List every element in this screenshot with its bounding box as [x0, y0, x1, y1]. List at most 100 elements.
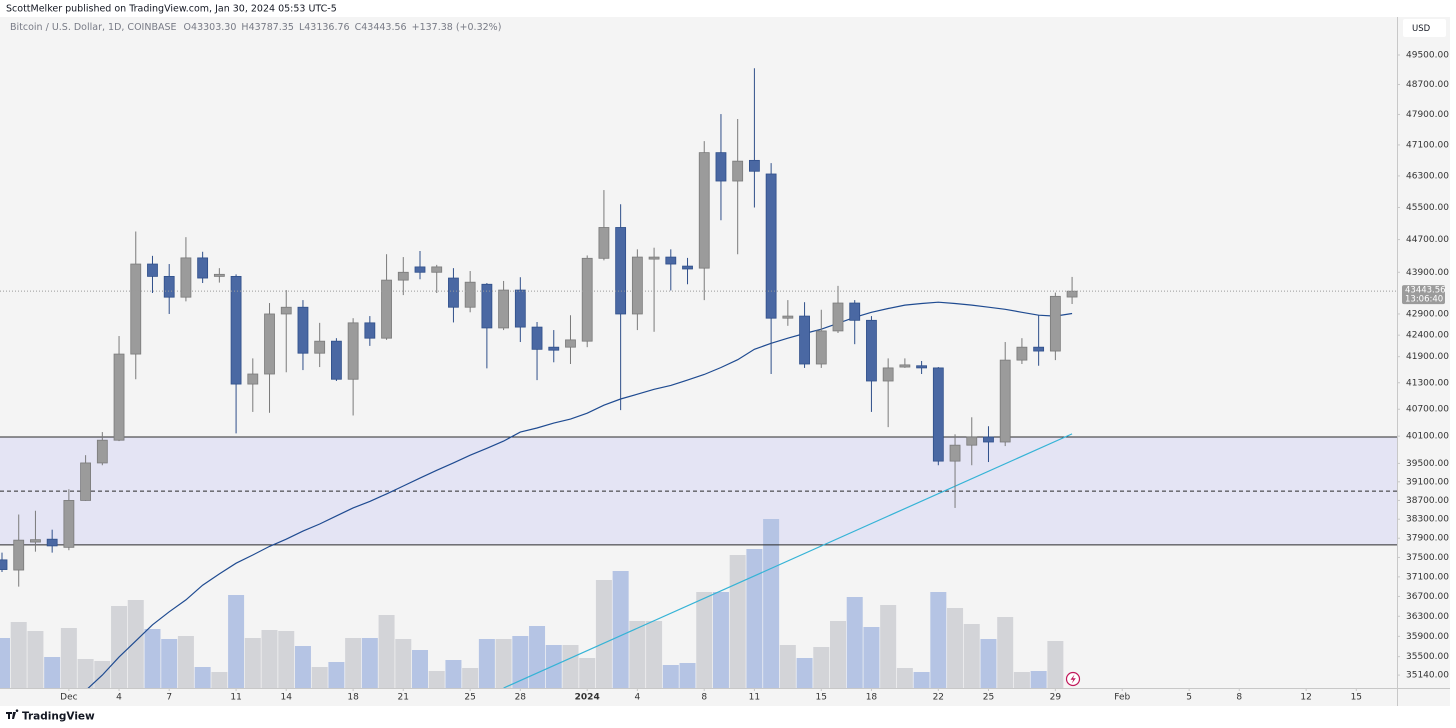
volume-bar	[545, 645, 562, 688]
y-tick-label: 47900.00	[1406, 110, 1449, 120]
legend: Bitcoin / U.S. Dollar, 1D, COINBASE O433…	[10, 22, 501, 33]
candle-body	[983, 436, 994, 443]
candle-body	[581, 257, 593, 342]
volume-bar	[60, 628, 77, 688]
volume-bar	[462, 668, 479, 688]
y-tick-label: 35900.00	[1406, 632, 1449, 642]
candle-body	[531, 326, 543, 350]
y-tick-label: 42900.00	[1406, 309, 1449, 319]
volume-bar	[562, 645, 579, 688]
legend-value: 43443.56	[361, 22, 406, 33]
last-price-box	[1402, 285, 1445, 305]
support-zone	[0, 437, 1397, 545]
y-tick-label: 41300.00	[1406, 378, 1449, 388]
volume-bar	[662, 665, 679, 688]
volume-bar	[144, 629, 161, 688]
legend-key: O	[184, 22, 191, 33]
candle-body	[514, 289, 526, 328]
y-tick-label: 40700.00	[1406, 405, 1449, 415]
y-tick-label: 35500.00	[1406, 652, 1449, 662]
candle-body	[548, 346, 560, 351]
volume-bar	[512, 636, 529, 688]
candle-body	[866, 319, 877, 382]
candle-body	[1016, 346, 1028, 361]
volume-bar	[696, 592, 713, 688]
volume-bar	[913, 672, 930, 688]
candle-body	[765, 173, 777, 319]
volume-bar	[111, 606, 128, 688]
x-tick-label: 4	[116, 693, 122, 703]
y-tick-label: 35140.00	[1406, 671, 1449, 681]
x-tick-label: 8	[1236, 693, 1242, 703]
x-tick-label: 4	[634, 693, 640, 703]
legend-value: 43787.35	[249, 22, 294, 33]
y-tick-label: 37900.00	[1406, 534, 1449, 544]
volume-bar	[194, 667, 211, 688]
volume-bar	[261, 630, 278, 688]
y-tick-label: 39500.00	[1406, 459, 1449, 469]
candle-body	[163, 275, 175, 298]
x-tick-label: 25	[464, 693, 475, 703]
y-tick-label: 40100.00	[1406, 432, 1449, 442]
candle-body	[682, 265, 693, 270]
volume-bar	[880, 605, 897, 688]
volume-bar	[612, 571, 629, 688]
x-tick-label: 18	[347, 693, 359, 703]
candle-body	[598, 227, 610, 259]
currency-label[interactable]: USD	[1412, 24, 1431, 34]
volume-bar	[1030, 671, 1047, 688]
volume-bar	[763, 519, 780, 688]
candle-body	[414, 266, 426, 273]
x-tick-label: 18	[866, 693, 878, 703]
candle-body	[665, 256, 677, 265]
candle-body	[999, 359, 1011, 443]
volume-bar	[746, 549, 763, 688]
volume-bar	[278, 631, 295, 688]
candle-body	[213, 273, 225, 277]
candle-body	[481, 283, 493, 329]
volume-bar	[127, 600, 144, 688]
x-tick-label: 11	[230, 693, 241, 703]
candle-body	[264, 313, 275, 375]
volume-bar	[495, 639, 512, 688]
y-tick-label: 44700.00	[1406, 235, 1449, 245]
y-tick-label: 36300.00	[1406, 612, 1449, 622]
volume-bar	[813, 647, 830, 688]
x-tick-label: 5	[1186, 693, 1192, 703]
y-tick-label: 42400.00	[1406, 331, 1449, 341]
currency-box[interactable]	[1403, 19, 1446, 37]
volume-bar	[796, 658, 813, 688]
last-price-label: 43443.56	[1405, 286, 1446, 296]
volume-bar	[1047, 641, 1064, 688]
volume-bar	[830, 621, 846, 688]
volume-bar	[846, 597, 863, 688]
candle-body	[732, 160, 744, 182]
trendline	[503, 433, 1073, 688]
x-tick-label: 29	[1050, 693, 1062, 703]
candle-body	[280, 306, 292, 315]
x-tick-label: 28	[515, 693, 527, 703]
legend-symbol: Bitcoin / U.S. Dollar, 1D, COINBASE	[10, 22, 177, 33]
candle-body	[330, 340, 342, 380]
candle-body	[648, 256, 660, 260]
candle-body	[882, 367, 894, 382]
candle-body	[314, 340, 326, 354]
candle-body	[1049, 295, 1061, 352]
countdown-label: 13:06:40	[1405, 295, 1443, 305]
y-tick-label: 37500.00	[1406, 553, 1449, 563]
volume-bar	[863, 627, 880, 688]
candle-body	[46, 538, 58, 547]
volume-bar	[679, 663, 696, 688]
brand-logo: TradingView	[6, 709, 95, 723]
legend-key: C	[355, 22, 362, 33]
x-tick-label: 22	[933, 693, 944, 703]
volume-bar	[44, 657, 61, 688]
candle-body	[364, 322, 376, 339]
y-tick-label: 38700.00	[1406, 496, 1449, 506]
x-tick-label: 12	[1300, 693, 1311, 703]
volume-bar	[177, 636, 194, 688]
volume-bar	[77, 659, 94, 688]
lightning-icon[interactable]	[1065, 671, 1081, 687]
candle-body	[749, 159, 760, 172]
